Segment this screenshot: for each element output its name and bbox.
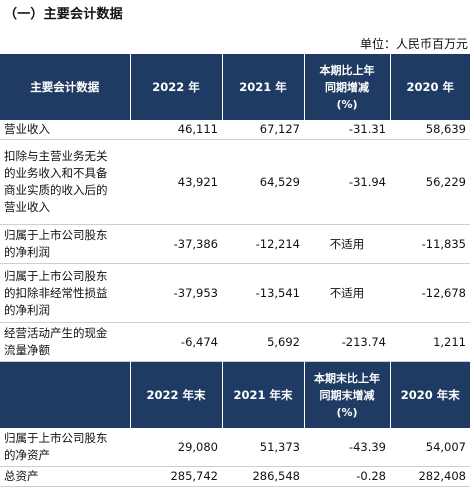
- row-label-line: 商业实质的收入后的: [4, 183, 108, 197]
- value-2022: 29,080: [130, 428, 222, 467]
- value-2021: 51,373: [222, 428, 304, 467]
- row-label: 经营活动产生的现金 流量净额: [0, 322, 130, 362]
- value-2021: 286,548: [222, 466, 304, 487]
- value-change: -31.94: [304, 139, 390, 225]
- row-label-line: 归属于上市公司股东: [4, 268, 108, 283]
- row-label-line: 流量净额: [4, 343, 50, 357]
- value-2022: 285,742: [130, 466, 222, 487]
- value-2022: -37,386: [130, 224, 222, 264]
- header-label: 主要会计数据: [0, 54, 131, 120]
- value-2020: 1,211: [390, 322, 470, 362]
- row-label: 归属于上市公司股东 的扣除非经常性损益 的净利润: [0, 263, 130, 323]
- header2-blank: [0, 361, 131, 428]
- row-label-line: 经营活动产生的现金: [4, 326, 108, 340]
- header-2020: 2020 年: [390, 54, 470, 120]
- value-2021: 5,692: [222, 322, 304, 362]
- header2-2022: 2022 年末: [130, 361, 223, 428]
- row-label: 营业收入: [0, 120, 130, 140]
- value-2020: 282,408: [390, 466, 470, 487]
- table-row: 归属于上市公司股东 的净资产 29,080 51,373 -43.39 54,007: [0, 428, 470, 467]
- value-change: 不适用: [304, 263, 390, 323]
- value-2022: 43,921: [130, 139, 222, 225]
- value-2021: -12,214: [222, 224, 304, 264]
- value-2021: -13,541: [222, 263, 304, 323]
- row-label-line: 归属于上市公司股东: [4, 228, 108, 242]
- header2-change-line1: 本期末比上年: [314, 371, 380, 385]
- row-label-line: 扣除与主营业务无关: [4, 149, 108, 163]
- table-row: 归属于上市公司股东 的扣除非经常性损益 的净利润 -37,953 -13,541 不适用 -…: [0, 263, 470, 323]
- header2-change: 本期末比上年 同期末增减 (%): [304, 361, 391, 428]
- value-2022: -6,474: [130, 322, 222, 362]
- value-2020: 56,229: [390, 139, 470, 225]
- table-row: 经营活动产生的现金 流量净额 -6,474 5,692 -213.74 1,211: [0, 322, 470, 362]
- row-label-line: 的扣除非经常性损益: [4, 285, 108, 300]
- row-label-line: 的净资产: [4, 448, 50, 462]
- unit-note: 单位：人民币百万元: [359, 37, 468, 51]
- row-label: 总资产: [0, 466, 130, 487]
- table-header-row-2: 2022 年末 2021 年末 本期末比上年 同期末增减 (%) 2020 年末: [0, 361, 470, 428]
- table-row: 扣除与主营业务无关 的业务收入和不具备 商业实质的收入后的 营业收入 43,921 64,…: [0, 139, 470, 225]
- value-2020: 58,639: [390, 120, 470, 140]
- header-change: 本期比上年 同期增减 (%): [304, 54, 391, 120]
- value-change: -0.28: [304, 466, 390, 487]
- header-2021: 2021 年: [222, 54, 305, 120]
- value-2021: 67,127: [222, 120, 304, 140]
- table-header-row: 主要会计数据 2022 年 2021 年 本期比上年 同期增减 (%) 2020…: [0, 54, 470, 120]
- row-label-line: 的净利润: [4, 245, 50, 259]
- value-change: -43.39: [304, 428, 390, 467]
- row-label-line: 营业收入: [4, 122, 50, 136]
- header-change-line1: 本期比上年: [319, 63, 375, 77]
- row-label-line: 的业务收入和不具备: [4, 166, 108, 180]
- header-change-line3: (%): [336, 97, 358, 111]
- row-label: 归属于上市公司股东 的净资产: [0, 428, 130, 467]
- header2-2021: 2021 年末: [222, 361, 305, 428]
- value-change: -213.74: [304, 322, 390, 362]
- header-change-line2: 同期增减: [325, 80, 369, 94]
- value-2021: 64,529: [222, 139, 304, 225]
- table-row: 归属于上市公司股东 的净利润 -37,386 -12,214 不适用 -11,835: [0, 224, 470, 264]
- header2-change-line3: (%): [336, 405, 358, 419]
- value-2022: 46,111: [130, 120, 222, 140]
- row-label: 扣除与主营业务无关 的业务收入和不具备 商业实质的收入后的 营业收入: [0, 139, 130, 225]
- table-row: 总资产 285,742 286,548 -0.28 282,408: [0, 466, 470, 487]
- header2-2020: 2020 年末: [390, 361, 470, 428]
- value-change: 不适用: [304, 224, 390, 264]
- row-label-line: 归属于上市公司股东: [4, 431, 108, 445]
- value-2020: 54,007: [390, 428, 470, 467]
- row-label: 归属于上市公司股东 的净利润: [0, 224, 130, 264]
- table-row: 营业收入 46,111 67,127 -31.31 58,639: [0, 120, 470, 140]
- value-2020: -11,835: [390, 224, 470, 264]
- row-label-line: 总资产: [4, 469, 39, 483]
- row-label-line: 营业收入: [4, 200, 50, 214]
- header-2022: 2022 年: [130, 54, 223, 120]
- value-2020: -12,678: [390, 263, 470, 323]
- header2-change-line2: 同期末增减: [319, 388, 375, 402]
- accounting-data-table: 主要会计数据 2022 年 2021 年 本期比上年 同期增减 (%) 2020…: [0, 54, 470, 487]
- value-change: -31.31: [304, 120, 390, 140]
- section-title: （一）主要会计数据: [4, 7, 123, 22]
- value-2022: -37,953: [130, 263, 222, 323]
- row-label-line: 的净利润: [4, 302, 50, 317]
